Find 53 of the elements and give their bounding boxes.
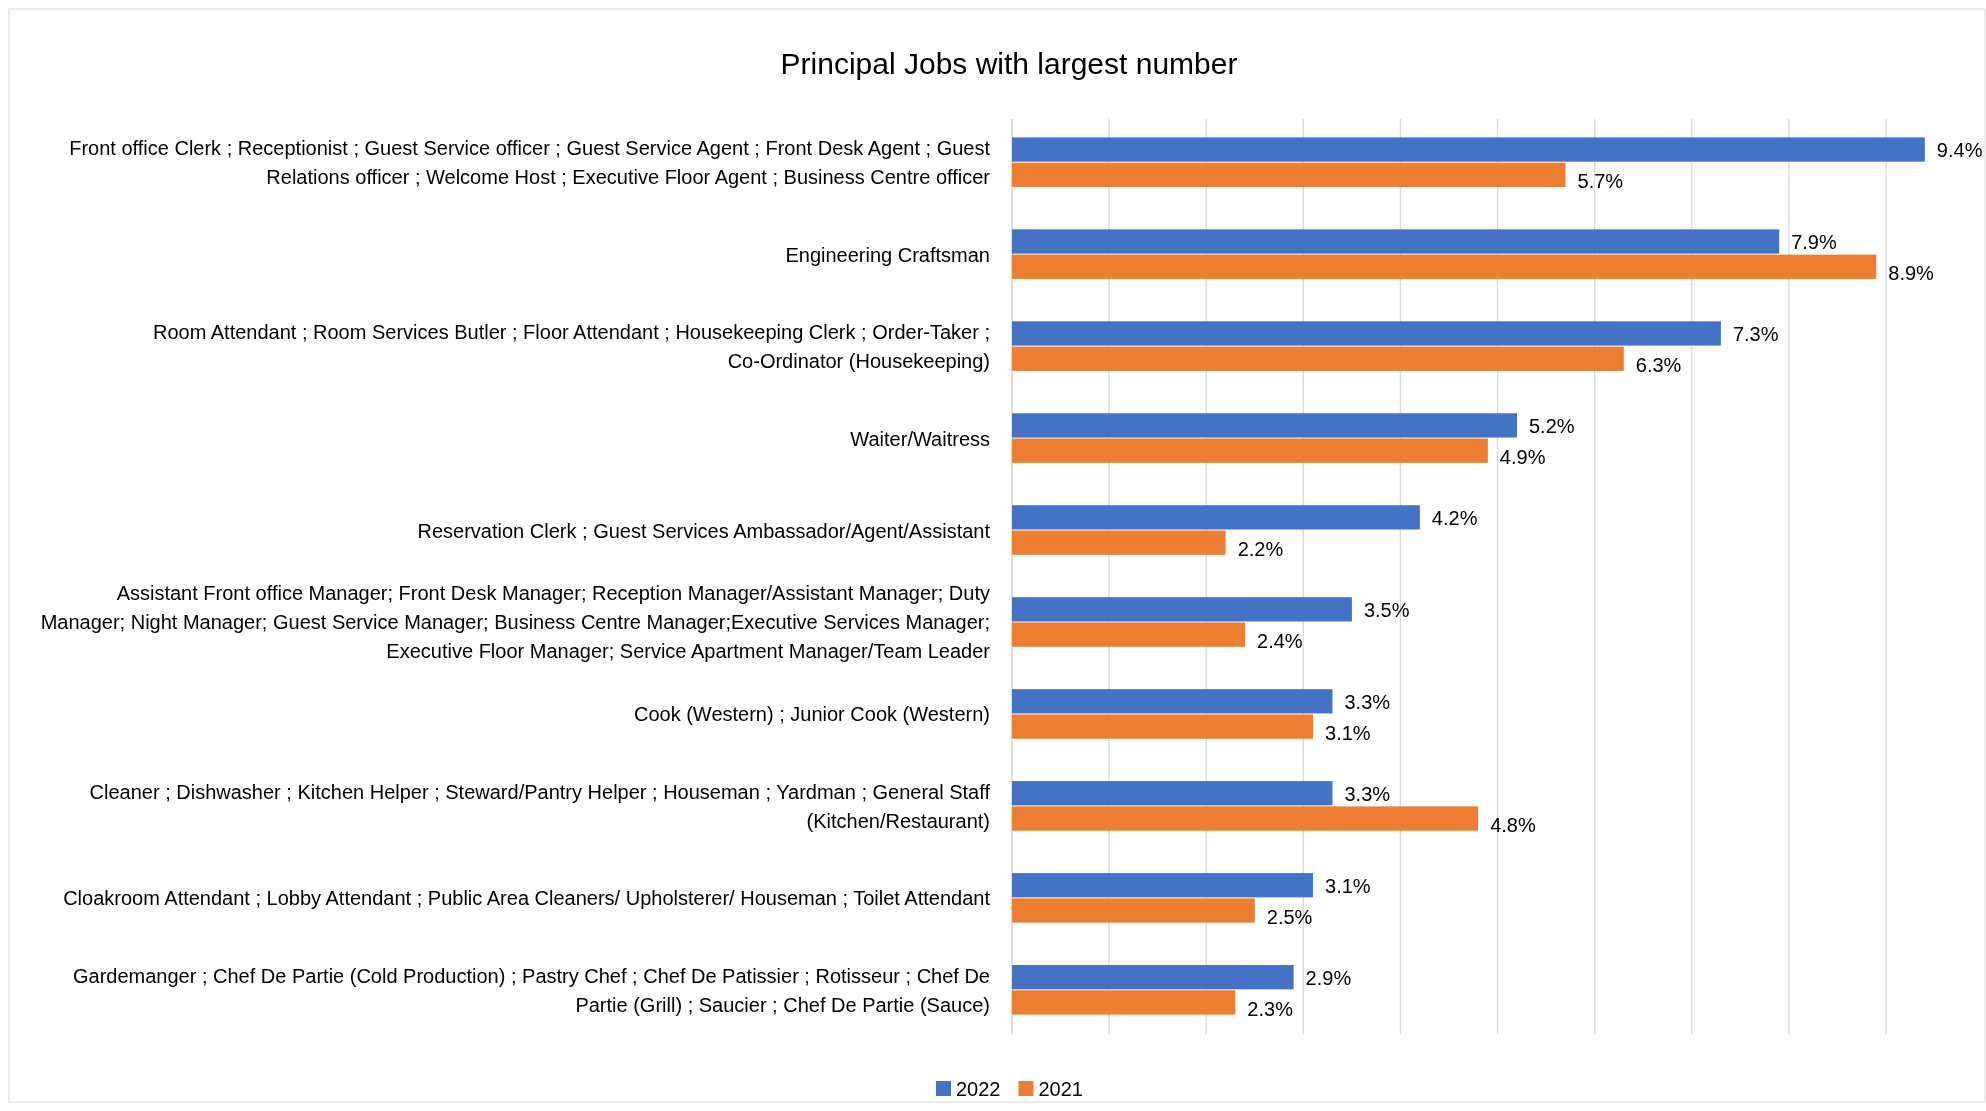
data-label: 2.2% bbox=[1237, 538, 1284, 561]
bar bbox=[1012, 229, 1780, 254]
y-tick-label: Room Attendant ; Room Services Butler ; Floor Attendant ; Housekeeping Clerk ; Order-Taker ; Co-Ordinator (Housekeeping) bbox=[152, 321, 990, 373]
y-tick-label: Reservation Clerk ; Guest Services Ambassador/Agent/Assistant bbox=[417, 519, 991, 542]
data-label: 7.3% bbox=[1732, 322, 1779, 345]
bar bbox=[1012, 413, 1517, 438]
bar bbox=[1012, 530, 1226, 555]
bar bbox=[1012, 137, 1925, 162]
bar bbox=[1012, 597, 1352, 622]
data-label: 6.3% bbox=[1635, 354, 1682, 377]
bar bbox=[1012, 254, 1877, 279]
bar bbox=[1012, 505, 1420, 530]
data-label: 3.3% bbox=[1344, 782, 1391, 805]
data-label: 2.3% bbox=[1247, 997, 1294, 1020]
y-tick-label: Cloakroom Attendant ; Lobby Attendant ; Public Area Cleaners/ Upholsterer/ Houseman ; Toilet Attendant bbox=[63, 887, 991, 910]
data-label: 4.2% bbox=[1431, 506, 1478, 529]
legend-label: 2021 bbox=[1038, 1078, 1083, 1100]
y-tick-label: Front office Clerk ; Receptionist ; Guest Service officer ; Guest Service Agent ; Front Desk Agent ; Guest Relations officer ; Welcome Host ; Executive Floor Agent ; Business Centre officer bbox=[69, 137, 991, 189]
bar bbox=[1012, 346, 1624, 371]
data-label: 9.4% bbox=[1936, 139, 1983, 162]
data-label: 5.2% bbox=[1528, 414, 1575, 437]
bar bbox=[1012, 898, 1255, 923]
bar bbox=[1012, 689, 1333, 714]
y-tick-label: Assistant Front office Manager; Front Desk Manager; Reception Manager/Assistant Manager; Duty Manager; Night Manager; Guest Service Manager; Business Centre Manager;Executive Services Manager; Executive Floor Manager; Service Apartment Manager/Team Leader bbox=[40, 582, 991, 663]
y-tick-label: Engineering Craftsman bbox=[785, 243, 990, 266]
data-label: 7.9% bbox=[1791, 231, 1837, 253]
data-label: 8.9% bbox=[1888, 262, 1935, 285]
bar bbox=[1012, 806, 1479, 831]
data-label: 2.4% bbox=[1257, 630, 1303, 653]
data-label: 3.1% bbox=[1325, 722, 1371, 745]
y-tick-label: Cook (Western) ; Junior Cook (Western) bbox=[633, 703, 990, 726]
y-tick-label: Cleaner ; Dishwasher ; Kitchen Helper ; Steward/Pantry Helper ; Houseman ; Yardman ; General Staff (Kitchen/Restaurant) bbox=[89, 780, 991, 832]
data-label: 3.1% bbox=[1325, 874, 1371, 897]
bar bbox=[1012, 965, 1294, 990]
data-label: 5.7% bbox=[1577, 170, 1624, 193]
data-label: 4.8% bbox=[1490, 814, 1536, 837]
data-label: 4.9% bbox=[1499, 446, 1546, 469]
bar bbox=[1012, 438, 1488, 463]
bar bbox=[1012, 781, 1333, 806]
bar bbox=[1012, 622, 1246, 647]
bar bbox=[1012, 990, 1236, 1015]
y-tick-label: Waiter/Waitress bbox=[850, 427, 990, 450]
data-label: 2.9% bbox=[1305, 966, 1352, 989]
bar bbox=[1012, 162, 1566, 187]
data-label: 2.5% bbox=[1266, 906, 1313, 928]
chart-title: Principal Jobs with largest number bbox=[780, 47, 1238, 80]
bar bbox=[1012, 873, 1314, 898]
bar bbox=[1012, 714, 1314, 739]
data-label: 3.3% bbox=[1344, 690, 1391, 713]
legend-label: 2022 bbox=[956, 1078, 1001, 1100]
y-tick-label: Gardemanger ; Chef De Partie (Cold Production) ; Pastry Chef ; Chef De Patissier ; Rotisseur ; Chef De Partie (Grill) ; Saucier ; Chef De Partie (Sauce) bbox=[72, 964, 990, 1016]
bar bbox=[1012, 321, 1721, 346]
data-label: 3.5% bbox=[1363, 598, 1410, 621]
